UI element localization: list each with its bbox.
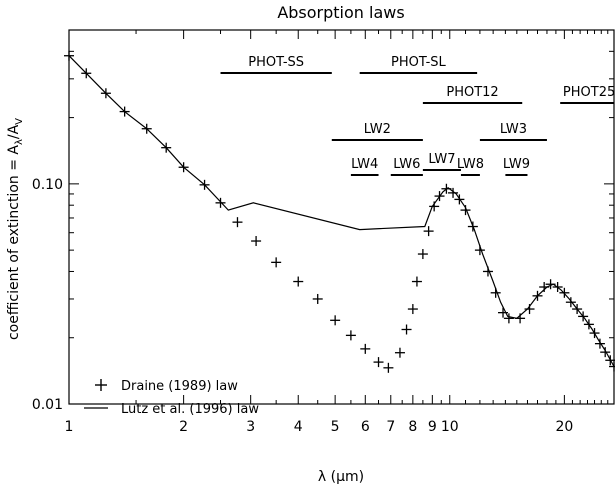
draine-point: [412, 277, 422, 287]
x-tick-label: 8: [408, 419, 417, 435]
draine-point: [515, 313, 525, 323]
x-tick-label: 6: [361, 419, 370, 435]
x-tick-label: 20: [555, 419, 573, 435]
plot-frame: [69, 30, 614, 404]
draine-point: [383, 363, 393, 373]
draine-point: [251, 236, 261, 246]
legend-label-draine: Draine (1989) law: [121, 379, 238, 394]
band-label: LW7: [428, 152, 455, 167]
draine-point: [424, 226, 434, 236]
draine-point: [360, 344, 370, 354]
draine-point: [475, 245, 485, 255]
draine-point: [525, 304, 535, 314]
draine-point: [483, 266, 493, 276]
draine-point: [539, 282, 549, 292]
legend-label-lutz: Lutz et al. (1996) law: [121, 402, 259, 417]
draine-series: [64, 51, 615, 373]
x-tick-label: 5: [331, 419, 340, 435]
x-tick-label: 10: [441, 419, 459, 435]
draine-point: [468, 222, 478, 232]
x-tick-label: 1: [65, 419, 74, 435]
draine-point: [491, 288, 501, 298]
lutz-series: [69, 56, 614, 367]
draine-point: [313, 294, 323, 304]
y-axis-label: coefficient of extinction = Aλ/AV: [6, 118, 25, 340]
x-tick-label: 3: [246, 419, 255, 435]
x-tick-label: 2: [179, 419, 188, 435]
draine-point: [402, 324, 412, 334]
draine-point: [395, 348, 405, 358]
band-label: LW8: [457, 157, 484, 172]
draine-point: [408, 304, 418, 314]
draine-point: [293, 277, 303, 287]
x-tick-label: 7: [386, 419, 395, 435]
band-label: LW9: [503, 157, 530, 172]
draine-point: [232, 217, 242, 227]
band-label: LW3: [500, 122, 527, 137]
y-tick-label: 0.10: [32, 177, 63, 193]
instrument-bands: PHOT-SS PHOT-SL PHOT12 PHOT25 LW2 LW3 LW4 LW6 LW…: [221, 55, 615, 175]
band-label: LW2: [364, 122, 391, 137]
band-label: PHOT25: [563, 85, 615, 100]
draine-point: [330, 315, 340, 325]
x-tick-label: 4: [294, 419, 303, 435]
draine-point: [504, 313, 514, 323]
band-label: PHOT-SL: [391, 55, 447, 70]
draine-point: [271, 257, 281, 267]
legend: Draine (1989) law Lutz et al. (1996) law: [84, 379, 259, 417]
band-label: PHOT12: [446, 85, 498, 100]
draine-point: [346, 330, 356, 340]
chart-title: Absorption laws: [277, 3, 404, 22]
band-label: LW6: [393, 157, 420, 172]
draine-point: [418, 249, 428, 259]
draine-point: [461, 205, 471, 215]
draine-point: [584, 319, 594, 329]
x-axis-label: λ (μm): [318, 469, 364, 485]
plot-axes: 1 2 3 4 5 6 7 8 9 10 20 0.01 0.10: [32, 30, 614, 435]
lutz-line: [69, 56, 614, 367]
draine-point: [590, 328, 600, 338]
draine-point: [498, 308, 508, 318]
band-label: LW4: [351, 157, 378, 172]
band-label: PHOT-SS: [248, 55, 304, 70]
draine-point: [374, 357, 384, 367]
x-tick-label: 9: [428, 419, 437, 435]
y-tick-label: 0.01: [32, 397, 63, 413]
